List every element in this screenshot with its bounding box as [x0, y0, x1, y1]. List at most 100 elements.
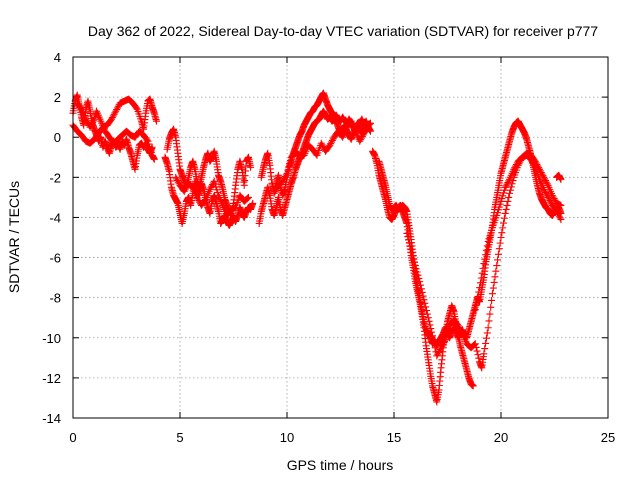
- data-point: [501, 209, 509, 217]
- data-point: [87, 122, 95, 130]
- data-point: [317, 139, 325, 147]
- data-point: [553, 207, 561, 215]
- y-ticks: 4 2 0 -2 -4 -6 -8 -10 -12 -14: [42, 50, 608, 426]
- data-point: [424, 314, 432, 322]
- data-point: [542, 177, 550, 185]
- data-point: [485, 317, 493, 325]
- data-point: [496, 239, 504, 247]
- data-point: [414, 271, 422, 279]
- data-point: [86, 123, 94, 131]
- data-point: [423, 310, 431, 318]
- data-point: [542, 190, 550, 198]
- grid: [73, 57, 608, 418]
- data-point: [439, 341, 447, 349]
- data-point: [89, 118, 97, 126]
- data-point: [505, 177, 513, 185]
- data-point: [499, 224, 507, 232]
- y-axis-label: SDTVAR / TECUs: [6, 181, 22, 293]
- data-point: [279, 177, 287, 185]
- data-point: [492, 267, 500, 275]
- data-point: [557, 175, 565, 183]
- data-point: [273, 185, 281, 193]
- data-point: [544, 193, 552, 201]
- data-point: [542, 189, 550, 197]
- data-point: [207, 184, 215, 192]
- data-point: [111, 109, 119, 117]
- data-point: [410, 255, 418, 263]
- data-point: [272, 186, 280, 194]
- y-tick-label: -12: [42, 371, 61, 386]
- data-point: [482, 251, 490, 259]
- data-point: [150, 155, 158, 163]
- data-point: [358, 132, 366, 140]
- x-axis-label: GPS time / hours: [287, 457, 394, 473]
- data-point: [413, 268, 421, 276]
- data-point: [498, 229, 506, 237]
- data-point: [423, 307, 431, 315]
- data-point: [326, 141, 334, 149]
- data-point: [529, 158, 537, 166]
- data-point: [437, 344, 445, 352]
- data-point: [319, 142, 327, 150]
- data-point: [554, 211, 562, 219]
- data-point: [469, 382, 477, 390]
- data-point: [77, 104, 85, 112]
- data-point: [471, 340, 479, 348]
- data-point: [416, 278, 424, 286]
- data-point: [366, 119, 374, 127]
- data-point: [431, 344, 439, 352]
- data-point: [530, 162, 538, 170]
- data-point: [480, 260, 488, 268]
- data-point: [478, 269, 486, 277]
- data-point: [474, 292, 482, 300]
- y-tick-label: -6: [49, 251, 61, 266]
- data-point: [108, 115, 116, 123]
- data-point: [540, 185, 548, 193]
- data-point: [488, 290, 496, 298]
- y-tick-label: -14: [42, 411, 61, 426]
- data-point: [475, 288, 483, 296]
- data-point: [510, 165, 518, 173]
- data-point: [480, 350, 488, 358]
- data-point: [491, 273, 499, 281]
- data-point: [434, 350, 442, 358]
- data-point: [426, 321, 434, 329]
- data-point: [507, 183, 515, 191]
- x-tick-label: 25: [601, 430, 615, 445]
- data-point: [539, 172, 547, 180]
- data-point: [108, 114, 116, 122]
- data-point: [495, 245, 503, 253]
- data-point: [502, 205, 510, 213]
- data-point: [455, 323, 463, 331]
- data-point: [557, 201, 565, 209]
- data-point: [481, 255, 489, 263]
- data-point: [420, 296, 428, 304]
- data-point: [243, 195, 251, 203]
- data-point: [180, 187, 188, 195]
- data-point: [286, 156, 294, 164]
- data-point: [486, 310, 494, 318]
- data-point: [542, 178, 550, 186]
- data-point: [457, 327, 465, 335]
- data-point: [528, 157, 536, 165]
- data-point: [417, 285, 425, 293]
- x-ticks: 0 5 10 15 20 25: [69, 57, 615, 445]
- data-point: [474, 351, 482, 359]
- y-tick-label: -10: [42, 331, 61, 346]
- data-point: [482, 246, 490, 254]
- data-point: [417, 281, 425, 289]
- x-tick-label: 10: [280, 430, 294, 445]
- data-point: [114, 102, 122, 110]
- data-point: [405, 239, 413, 247]
- data-point: [244, 193, 252, 201]
- y-tick-label: -2: [49, 170, 61, 185]
- data-point: [494, 250, 502, 258]
- data-point: [553, 209, 561, 217]
- data-point: [415, 274, 423, 282]
- data-point: [541, 187, 549, 195]
- data-point: [506, 189, 514, 197]
- data-point: [543, 192, 551, 200]
- data-point: [494, 256, 502, 264]
- data-point: [182, 184, 190, 192]
- data-point: [543, 180, 551, 188]
